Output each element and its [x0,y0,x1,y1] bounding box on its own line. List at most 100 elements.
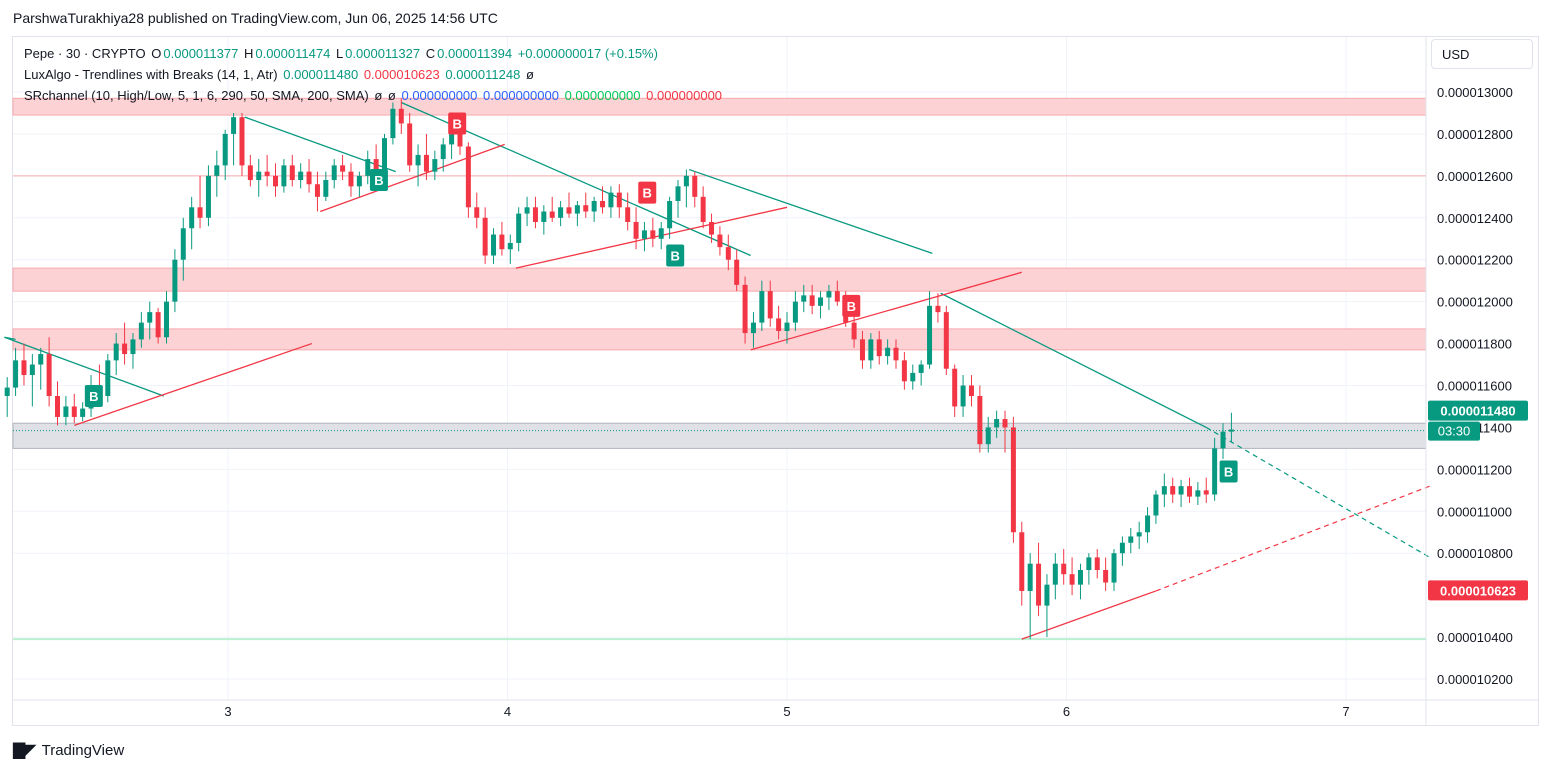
signal-label: B [643,186,652,201]
candle-body [709,221,715,235]
uptrend-line [1021,590,1157,640]
srchannel-v1: ø [374,88,383,103]
candle-body [943,312,949,369]
y-tick-label: 0.000011200 [1437,462,1512,477]
candle-body [382,138,388,172]
candle-body [189,207,195,229]
candle-body [390,108,396,139]
candle-body [885,347,891,357]
legend-ohlc: Pepe · 30 · CRYPTO O 0.000011377 H 0.00001… [24,46,660,61]
candle-body [1036,563,1042,606]
candle-body [29,364,35,376]
candle-body [281,165,287,187]
candle-body [608,192,614,208]
candle-body [474,207,480,218]
downtrend-line [940,292,1207,429]
candle-body [1212,448,1218,495]
chart-frame[interactable] [12,36,1539,726]
candle-body [1019,532,1025,591]
y-tick-label: 0.000011800 [1437,337,1512,352]
sell-signal: B [842,294,861,317]
candle-body [784,322,790,331]
signal-badge [84,384,103,407]
candle-body [365,159,371,176]
x-tick-label: 4 [504,704,511,719]
candle-body [734,259,740,285]
candles [4,98,1234,640]
candle-body [658,228,664,239]
candle-body [1111,553,1117,583]
candle-body [231,117,237,134]
y-tick-label: 0.000010400 [1437,630,1513,645]
candle-body [600,201,606,208]
candle-body [1161,486,1167,495]
buy-signal: B [84,384,103,407]
close-label: C [425,46,436,61]
x-tick-label: 6 [1063,704,1070,719]
candle-body [138,322,144,340]
candle-body [650,230,656,239]
candle-body [491,234,497,256]
candle-body [214,165,220,176]
srchannel-v5: 0.000000000 [564,88,641,103]
candle-body [566,207,572,214]
signal-badge [842,294,861,317]
candle-body [122,343,128,355]
candle-body [1052,563,1058,585]
downtrend-line [688,168,933,255]
luxalgo-v3: 0.000011248 [445,67,521,82]
candle-body [742,284,748,334]
candle-body [105,360,111,396]
candle-body [675,186,681,202]
y-tick-label: 0.000012800 [1437,127,1513,142]
candle-body [1002,419,1008,428]
y-tick-label: 0.000011600 [1437,379,1512,394]
candle-body [222,133,228,166]
signal-label: B [671,249,680,264]
candle-body [289,165,295,181]
candle-body [205,175,211,218]
symbol-label[interactable]: Pepe · 30 · CRYPTO [24,46,146,61]
high-value: 0.000011474 [255,46,331,61]
buy-signal: B [1219,460,1238,483]
luxalgo-v4: ø [525,67,534,82]
signal-label: B [847,299,856,314]
low-label: L [335,46,344,61]
candle-body [1145,515,1151,533]
candle-body [197,207,203,218]
signal-badge [666,244,685,267]
y-tick-label: 0.000010200 [1437,672,1513,687]
candle-body [859,339,865,361]
signal-badge [369,169,388,192]
candle-body [1061,563,1067,575]
luxalgo-name[interactable]: LuxAlgo - Trendlines with Breaks (14, 1,… [24,67,278,82]
candle-body [994,419,1000,428]
currency-button[interactable]: USD [1431,39,1533,69]
candle-body [1069,574,1075,585]
candle-body [423,154,429,172]
srchannel-v4: 0.000000000 [483,88,559,103]
y-tick-label: 0.000012600 [1437,169,1513,184]
candle-body [1195,490,1201,497]
y-tick-label: 0.000012200 [1437,253,1513,268]
sell-signal: B [638,181,657,204]
downtrend-line [4,336,164,397]
current-price-tag [1428,400,1528,421]
uptrend-line [74,342,313,426]
x-tick-label: 3 [224,704,231,719]
y-tick-label: 0.000011000 [1437,504,1512,519]
candle-body [180,228,186,260]
downtrend-line [244,116,396,173]
candle-body [314,184,320,197]
candle-body [927,305,933,365]
candle-body [247,165,253,181]
candle-body [574,205,580,214]
footer-brand[interactable]: ▇◤ TradingView [13,740,124,760]
candle-body [809,295,815,306]
candle-body [80,408,86,417]
srchannel-name[interactable]: SRchannel (10, High/Low, 5, 1, 6, 290, 5… [24,88,369,103]
candle-body [323,180,329,197]
candle-body [147,312,153,323]
uptrend-line [320,143,505,213]
